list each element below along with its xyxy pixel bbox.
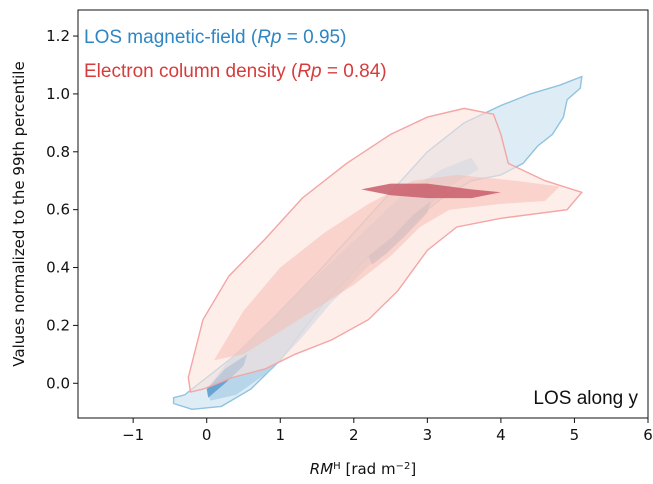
y-tick-label: 0.8 bbox=[46, 143, 70, 161]
y-axis-label: Values normalized to the 99th percentile bbox=[10, 61, 28, 366]
legend-magnetic-field-prefix: LOS magnetic-field ( bbox=[84, 27, 258, 48]
x-tick-label: 0 bbox=[202, 426, 212, 444]
y-tick-label: 0.2 bbox=[46, 316, 70, 334]
x-tick-label: 1 bbox=[275, 426, 285, 444]
legend-magnetic-field: LOS magnetic-field (Rp = 0.95) bbox=[84, 27, 346, 48]
y-tick-label: 1.2 bbox=[46, 27, 70, 45]
y-tick-label: 0.0 bbox=[46, 374, 70, 392]
x-axis-ticks: −1 0 1 2 3 4 5 6 bbox=[122, 418, 653, 444]
los-annotation: LOS along y bbox=[533, 388, 638, 409]
legend-electron-density: Electron column density (Rp = 0.84) bbox=[84, 61, 387, 82]
x-axis-label-sup: H bbox=[333, 461, 341, 472]
x-axis-label-close: ] bbox=[410, 460, 416, 478]
contour-layers bbox=[172, 75, 584, 411]
legend-electron-density-prefix: Electron column density ( bbox=[84, 61, 298, 82]
x-axis-label-main: RM bbox=[310, 460, 333, 478]
x-axis-label: RMH [rad m−2] bbox=[310, 460, 416, 478]
x-tick-label: 2 bbox=[349, 426, 359, 444]
legend-magnetic-field-suffix: = 0.95) bbox=[281, 27, 346, 48]
y-tick-label: 1.0 bbox=[46, 85, 70, 103]
x-axis-label-unit: [rad m bbox=[341, 460, 396, 478]
y-tick-label: 0.6 bbox=[46, 201, 70, 219]
x-tick-label: 5 bbox=[570, 426, 580, 444]
y-tick-label: 0.4 bbox=[46, 259, 70, 277]
y-axis-ticks: 0.0 0.2 0.4 0.6 0.8 1.0 1.2 bbox=[46, 27, 78, 392]
legend-electron-density-rp: Rp bbox=[297, 61, 321, 82]
x-axis-label-unit-exp: −2 bbox=[396, 461, 411, 472]
x-tick-label: −1 bbox=[122, 426, 144, 444]
x-tick-label: 4 bbox=[496, 426, 506, 444]
x-tick-label: 6 bbox=[643, 426, 653, 444]
legend-electron-density-suffix: = 0.84) bbox=[322, 61, 387, 82]
electron-density-contour-level-2 bbox=[361, 183, 501, 199]
plot-frame bbox=[77, 9, 649, 419]
legend-magnetic-field-rp: Rp bbox=[257, 27, 281, 48]
x-tick-label: 3 bbox=[423, 426, 433, 444]
electron-density-contour-level-1 bbox=[214, 174, 560, 361]
